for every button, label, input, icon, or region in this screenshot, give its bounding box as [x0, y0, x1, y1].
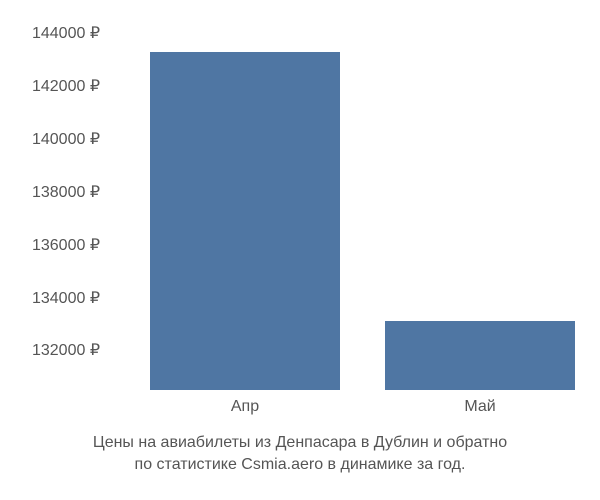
x-tick-label: Апр: [231, 398, 259, 416]
chart-caption: Цены на авиабилеты из Денпасара в Дублин…: [0, 432, 600, 475]
y-tick-label: 144000 ₽: [32, 23, 100, 43]
y-tick-label: 140000 ₽: [32, 129, 100, 149]
bar: [385, 321, 575, 390]
bar: [150, 52, 340, 390]
y-tick-label: 134000 ₽: [32, 288, 100, 308]
price-chart: 132000 ₽ 134000 ₽ 136000 ₽ 138000 ₽ 140000 ₽…: [0, 0, 600, 500]
y-tick-label: 142000 ₽: [32, 76, 100, 96]
y-tick-label: 132000 ₽: [32, 340, 100, 360]
caption-line-1: Цены на авиабилеты из Денпасара в Дублин…: [93, 434, 507, 451]
y-tick-label: 138000 ₽: [32, 182, 100, 202]
plot-area: [110, 20, 570, 390]
caption-line-2: по статистике Csmia.aero в динамике за г…: [135, 456, 466, 473]
x-tick-label: Май: [464, 398, 495, 416]
y-tick-label: 136000 ₽: [32, 235, 100, 255]
